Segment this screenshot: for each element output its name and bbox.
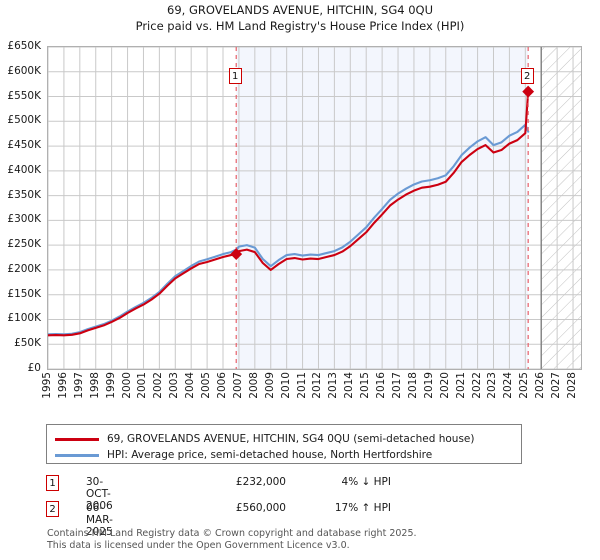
transaction-date: 06-MAR-2025 — [86, 502, 113, 538]
x-tick-label: 1995 — [41, 372, 53, 399]
y-tick-label: £500K — [7, 114, 41, 127]
x-tick-label: 2019 — [422, 372, 435, 399]
page-title: 69, GROVELANDS AVENUE, HITCHIN, SG4 0QU — [167, 3, 433, 17]
x-tick-label: 2024 — [502, 372, 515, 399]
y-tick-label: £350K — [7, 188, 41, 201]
y-tick-label: £50K — [14, 337, 41, 350]
legend-item: 69, GROVELANDS AVENUE, HITCHIN, SG4 0QU … — [55, 430, 474, 448]
chart-legend: 69, GROVELANDS AVENUE, HITCHIN, SG4 0QU … — [46, 424, 522, 464]
x-tick-label: 2016 — [375, 372, 388, 399]
y-tick-label: £300K — [7, 213, 41, 226]
chart-series-lines — [48, 90, 530, 337]
x-tick-label: 2015 — [359, 372, 372, 399]
legend-item: HPI: Average price, semi-detached house,… — [55, 446, 432, 464]
x-tick-label: 2017 — [391, 372, 404, 399]
x-tick-label: 2009 — [263, 372, 276, 399]
x-tick-label: 2008 — [247, 372, 260, 399]
x-tick-label: 2010 — [279, 372, 292, 399]
legend-label: 69, GROVELANDS AVENUE, HITCHIN, SG4 0QU … — [107, 433, 475, 445]
y-tick-label: £250K — [7, 238, 41, 251]
x-tick-label: 2006 — [216, 372, 228, 399]
footer-line-1: Contains HM Land Registry data © Crown c… — [47, 528, 417, 539]
transaction-index-badge: 1 — [46, 475, 59, 491]
x-tick-label: 2026 — [534, 372, 547, 399]
y-tick-label: £400K — [7, 163, 41, 176]
x-tick-label: 2020 — [438, 372, 451, 399]
transaction-price: £560,000 — [235, 502, 286, 514]
chart-svg — [48, 47, 581, 369]
x-tick-label: 2007 — [231, 372, 244, 399]
x-tick-label: 2022 — [470, 372, 483, 399]
y-tick-label: £100K — [7, 312, 41, 325]
legend-swatch-icon — [55, 453, 99, 457]
x-tick-label: 2005 — [200, 372, 213, 399]
y-tick-label: £600K — [7, 64, 41, 77]
footer-line-2: This data is licensed under the Open Gov… — [47, 539, 350, 551]
x-tick-label: 2001 — [136, 372, 149, 399]
plot-inner — [48, 47, 581, 369]
footer-attribution: Contains HM Land Registry data © Crown c… — [47, 528, 587, 551]
x-tick-label: 2002 — [152, 372, 165, 399]
y-tick-label: £200K — [7, 262, 41, 275]
transaction-index-badge: 2 — [46, 501, 59, 517]
y-tick-label: £0 — [27, 362, 41, 374]
x-axis-tick-labels: 1995 1996 1997 1998 1999 2000 2001 2002 2003 2004… — [41, 372, 582, 414]
x-tick-label: 2018 — [406, 372, 419, 399]
y-tick-label: £150K — [7, 287, 41, 300]
x-tick-label: 2025 — [518, 372, 531, 399]
x-tick-label: 2014 — [343, 372, 356, 399]
x-tick-label: 2011 — [295, 372, 308, 399]
transaction-hpi-delta: 17% ↑ HPI — [334, 502, 391, 514]
annotation-label-2: 2 — [520, 68, 534, 84]
x-tick-label: 2000 — [120, 372, 133, 399]
x-tick-label: 2027 — [550, 372, 563, 399]
legend-swatch-icon — [55, 437, 99, 441]
x-tick-label: 2004 — [184, 372, 197, 399]
y-tick-label: £650K — [7, 40, 41, 52]
x-tick-label: 2021 — [454, 372, 467, 399]
x-tick-label: 2012 — [311, 372, 324, 399]
x-tick-label: 2013 — [327, 372, 340, 399]
chart-gridlines — [48, 47, 581, 369]
transaction-date: 30-OCT-2006 — [86, 476, 113, 512]
x-tick-label: 1999 — [104, 372, 117, 399]
x-tick-label: 2028 — [566, 372, 579, 399]
x-tick-label: 1997 — [72, 372, 85, 399]
chart-annotation-markers — [230, 47, 535, 369]
x-tick-label: 2003 — [168, 372, 181, 399]
transaction-price: £232,000 — [235, 476, 286, 488]
plot-area — [47, 46, 582, 370]
y-axis-tick-labels: £0 £50K £100K £150K £200K £250K £300K £350K £400… — [0, 40, 44, 374]
x-tick-label: 2023 — [486, 372, 499, 399]
x-tick-label: 1996 — [56, 372, 69, 399]
transaction-hpi-delta: 4% ↓ HPI — [341, 476, 391, 488]
x-tick-label: 1998 — [88, 372, 101, 399]
page-subtitle: Price paid vs. HM Land Registry's House … — [135, 19, 465, 33]
chart-title-block: 69, GROVELANDS AVENUE, HITCHIN, SG4 0QU … — [0, 2, 600, 34]
annotation-label-1: 1 — [228, 68, 242, 84]
y-tick-label: £550K — [7, 89, 41, 102]
legend-label: HPI: Average price, semi-detached house,… — [107, 449, 433, 461]
y-tick-label: £450K — [7, 139, 41, 152]
